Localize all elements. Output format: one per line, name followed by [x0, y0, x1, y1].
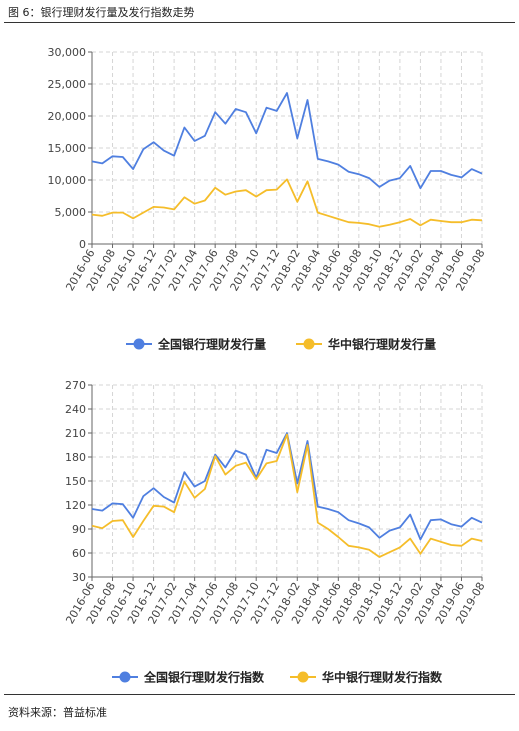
- legend-item: 华中银行理财发行量: [296, 337, 436, 352]
- legend-item: 全国银行理财发行指数: [112, 670, 265, 685]
- y-tick-label: 240: [65, 403, 86, 416]
- y-tick-label: 5,000: [55, 206, 87, 219]
- y-tick-label: 180: [65, 451, 86, 464]
- y-tick-label: 210: [65, 427, 86, 440]
- legend-item: 全国银行理财发行量: [126, 337, 266, 352]
- figure-title: 图 6：银行理财发行量及发行指数走势: [8, 6, 195, 19]
- y-tick-label: 30,000: [48, 46, 87, 59]
- series-line-central-china: [91, 178, 483, 228]
- y-tick-label: 25,000: [48, 78, 87, 91]
- legend-marker: [133, 338, 145, 350]
- y-tick-label: 90: [72, 523, 86, 536]
- y-tick-label: 120: [65, 499, 86, 512]
- legend-marker: [303, 338, 315, 350]
- source-note: 资料来源：普益标准: [8, 706, 107, 719]
- legend-marker: [119, 671, 131, 683]
- series-line-central-china: [91, 433, 483, 558]
- top-rule: [4, 22, 515, 23]
- issuance-volume-chart: 05,00010,00015,00020,00025,00030,0002016…: [48, 46, 488, 352]
- y-tick-label: 60: [72, 547, 86, 560]
- legend-marker: [297, 671, 309, 683]
- legend-label: 全国银行理财发行量: [157, 337, 266, 352]
- issuance-index-chart: 3060901201501802102402702016-062016-0820…: [63, 379, 487, 685]
- y-tick-label: 270: [65, 379, 86, 392]
- y-tick-label: 150: [65, 475, 86, 488]
- y-tick-label: 10,000: [48, 174, 87, 187]
- legend-label: 华中银行理财发行指数: [322, 670, 443, 685]
- series-line-national: [91, 432, 483, 541]
- legend-label: 华中银行理财发行量: [328, 337, 436, 352]
- y-tick-label: 0: [79, 238, 86, 251]
- y-tick-label: 15,000: [48, 142, 87, 155]
- legend-item: 华中银行理财发行指数: [290, 670, 443, 685]
- series-line-national: [91, 92, 483, 190]
- bottom-rule: [4, 694, 515, 695]
- y-tick-label: 30: [72, 571, 86, 584]
- legend-label: 全国银行理财发行指数: [143, 670, 265, 685]
- y-tick-label: 20,000: [48, 110, 87, 123]
